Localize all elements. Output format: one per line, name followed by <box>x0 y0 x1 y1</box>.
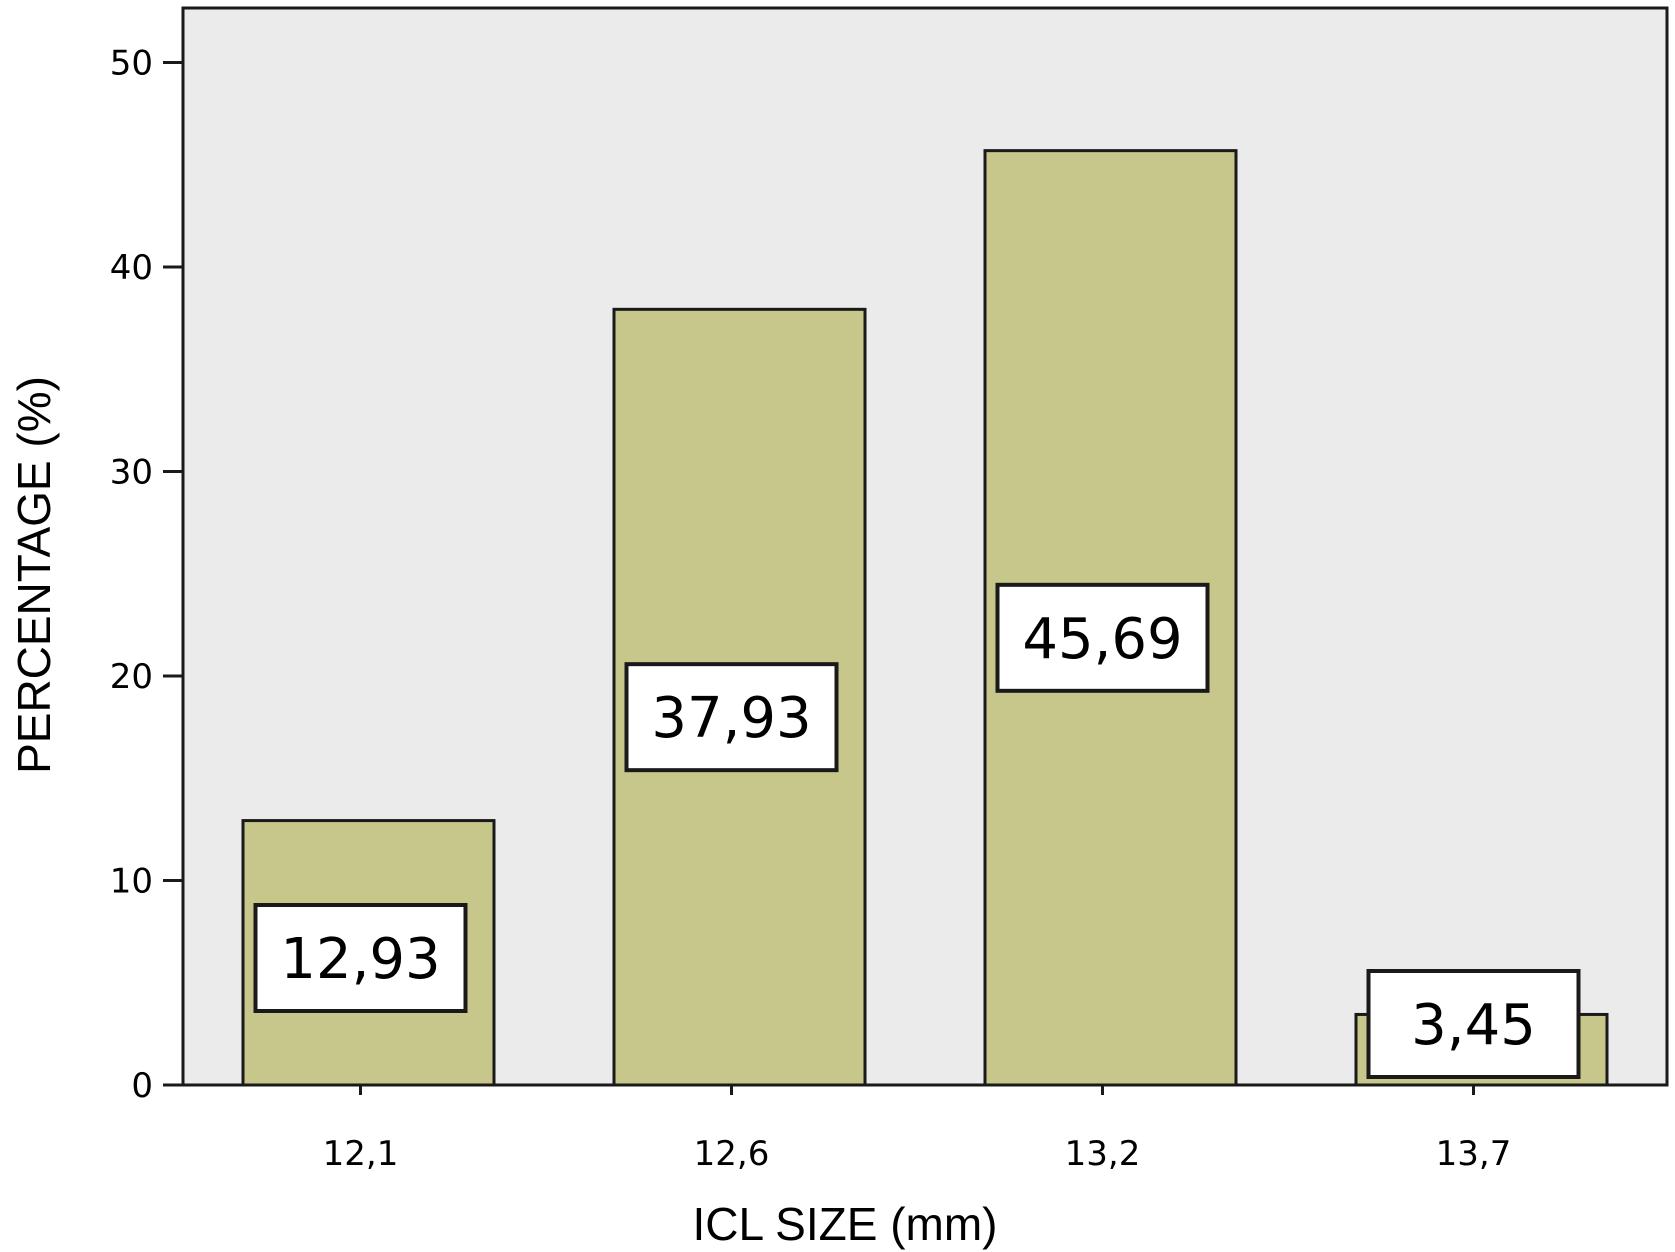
y-tick-label: 0 <box>131 1066 153 1106</box>
data-label: 37,93 <box>651 686 811 751</box>
data-label-box <box>624 662 839 773</box>
data-label-box <box>253 903 468 1013</box>
y-tick-label: 50 <box>110 44 153 84</box>
y-tick-label: 40 <box>110 248 153 288</box>
x-tick-label: 12,1 <box>323 1134 399 1174</box>
x-tick-label: 13,2 <box>1065 1134 1141 1174</box>
y-tick-label: 30 <box>110 453 153 493</box>
data-label: 45,69 <box>1022 607 1182 672</box>
x-axis-title: ICL SIZE (mm) <box>693 1198 998 1250</box>
data-label-box <box>1366 969 1581 1079</box>
y-axis-title: PERCENTAGE (%) <box>8 376 60 774</box>
y-tick-label: 10 <box>110 862 153 902</box>
x-tick-label: 13,7 <box>1436 1134 1512 1174</box>
data-label: 12,93 <box>280 927 440 992</box>
data-label-box <box>995 582 1210 693</box>
y-tick-label: 20 <box>110 657 153 697</box>
x-tick-label: 12,6 <box>694 1134 770 1174</box>
data-label: 3,45 <box>1411 993 1536 1058</box>
